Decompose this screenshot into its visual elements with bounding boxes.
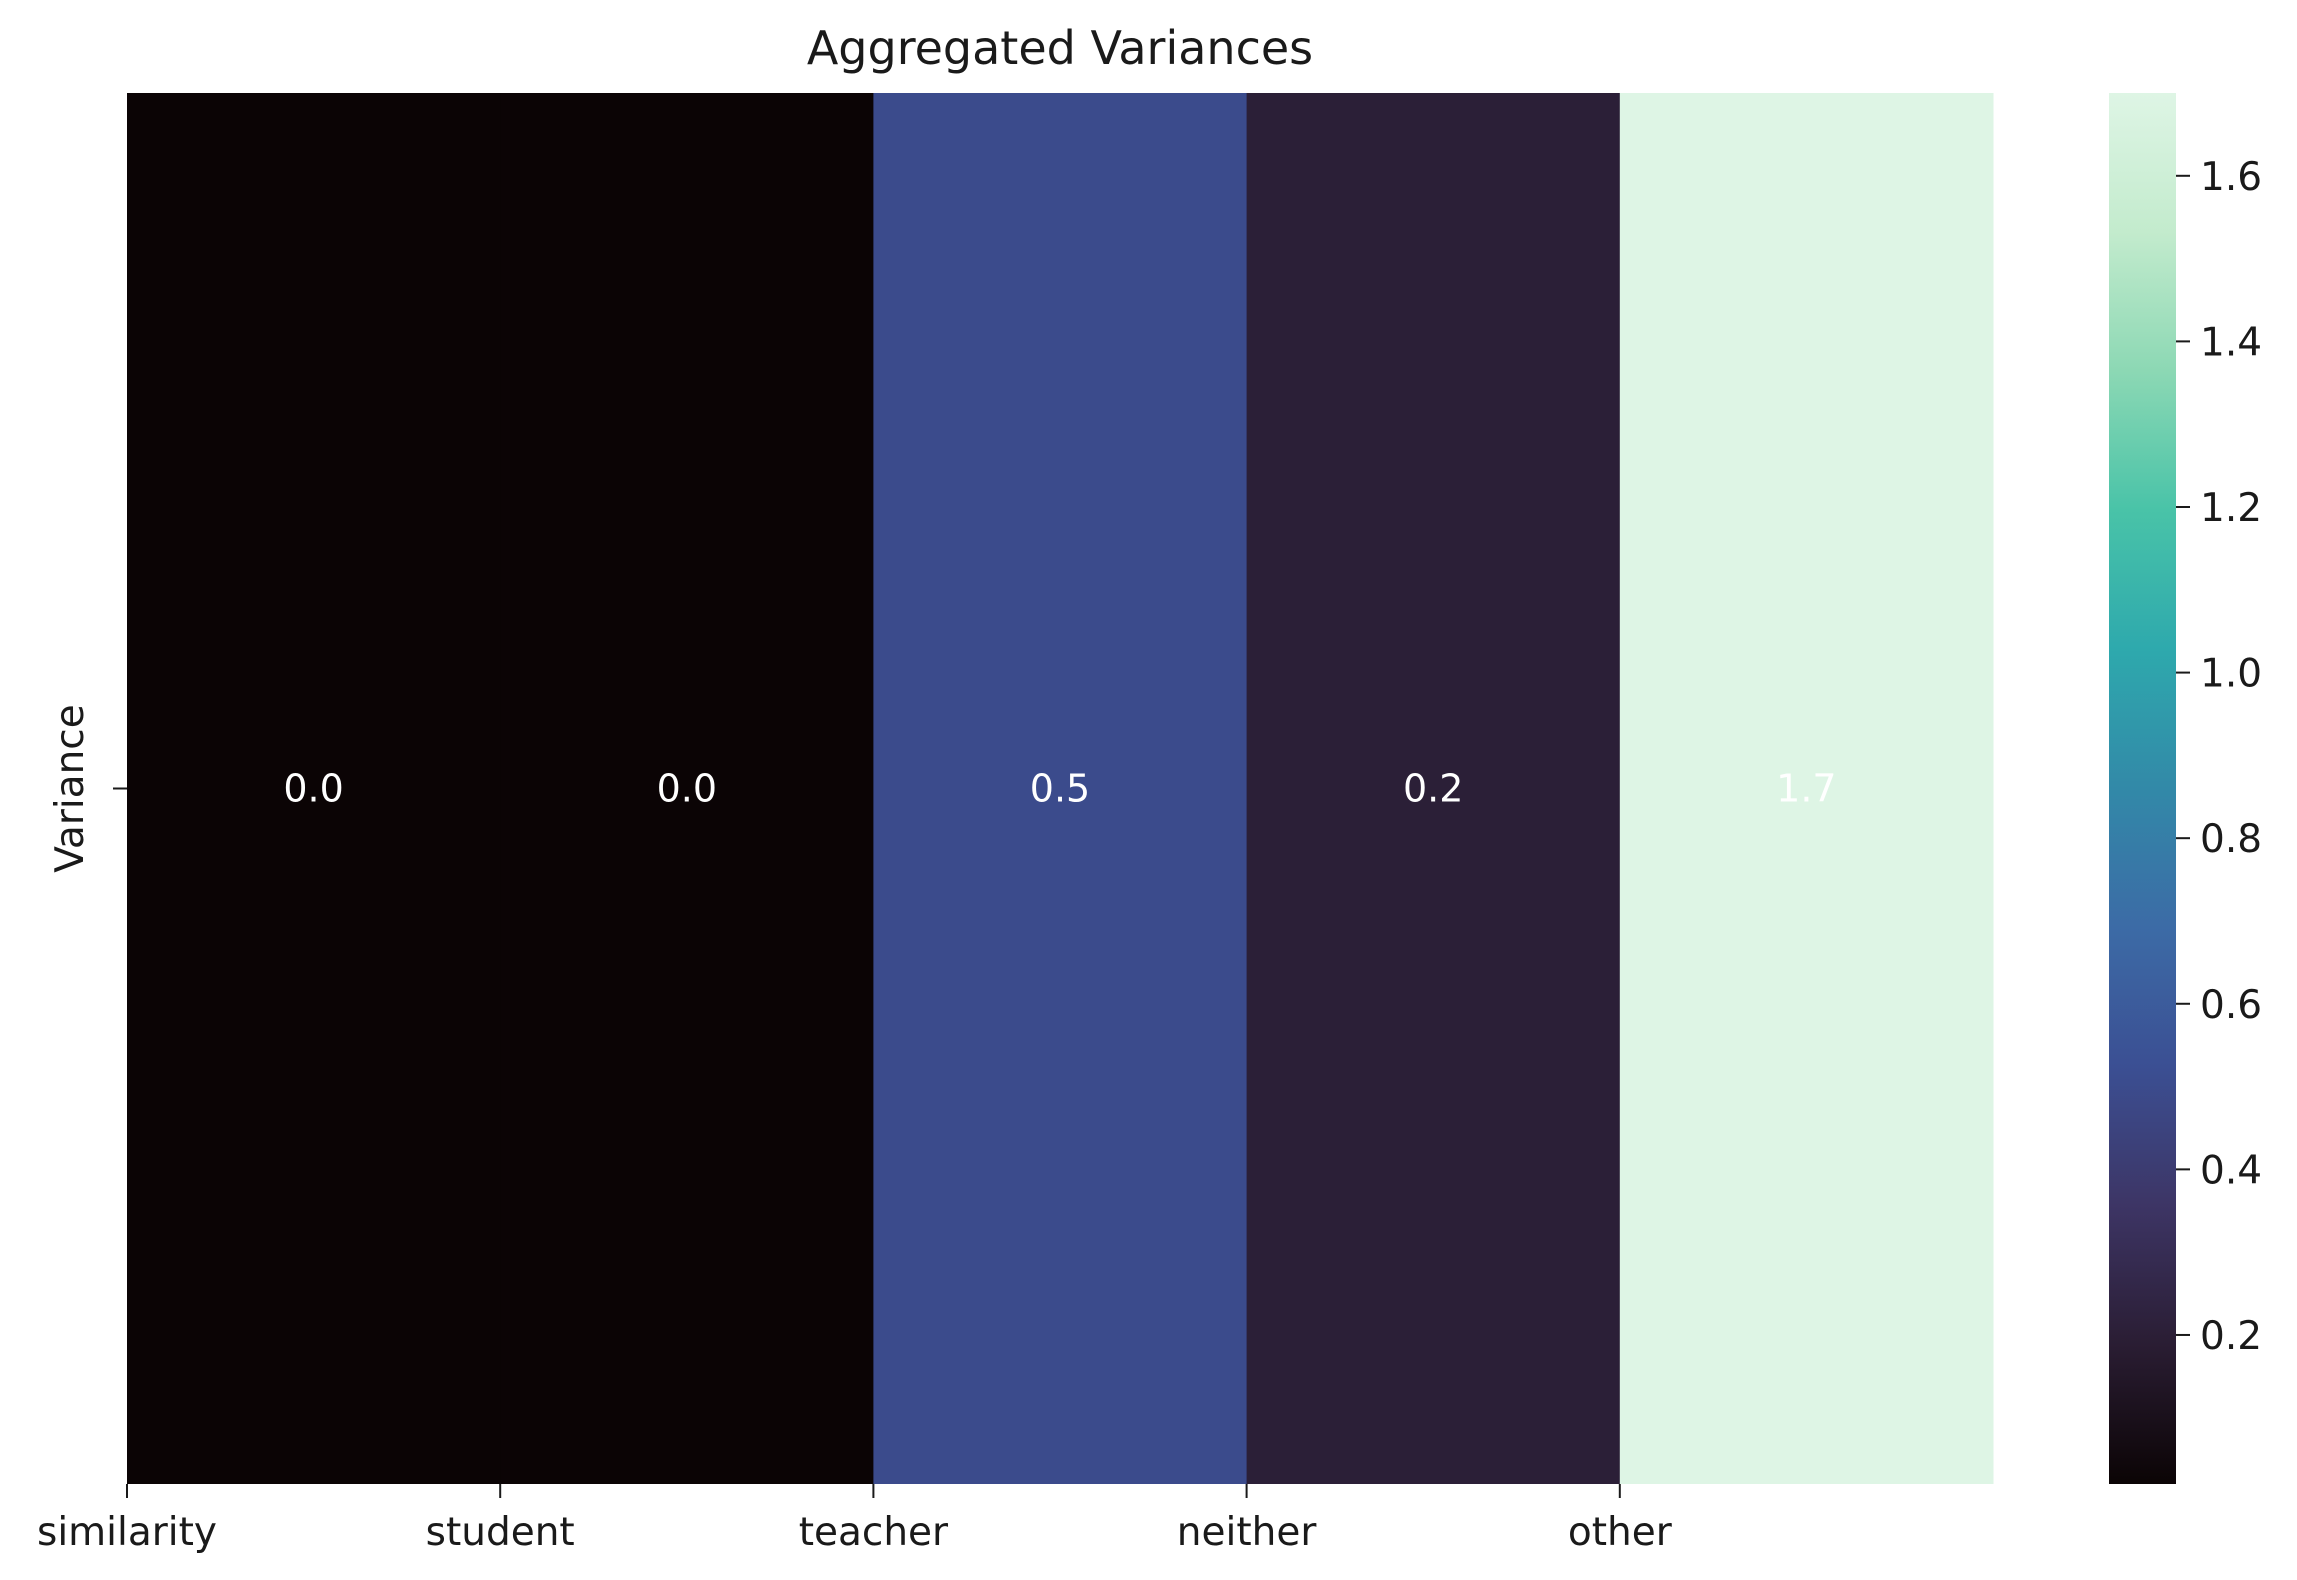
colorbar-tick-label: 0.6 [2200, 983, 2262, 1028]
x-tick-label: neither [1177, 1510, 1318, 1555]
colorbar-tick-label: 1.6 [2200, 155, 2262, 200]
heatmap-cell-other [1619, 93, 1994, 1484]
heatmap-cell-student [500, 93, 874, 1484]
x-tick-label: student [426, 1510, 575, 1555]
colorbar-tick-label: 1.0 [2200, 652, 2262, 697]
chart-title: Aggregated Variances [807, 21, 1313, 75]
cell-value-label: 0.5 [1030, 767, 1090, 811]
colorbar-tick-label: 0.8 [2200, 817, 2262, 862]
colorbar-tick-label: 0.4 [2200, 1148, 2262, 1193]
x-tick-label: similarity [37, 1510, 217, 1555]
colorbar-axis: 0.2 0.4 0.6 0.8 1.0 1.2 1.4 1.6 [2176, 155, 2262, 1359]
colorbar-tick-label: 1.2 [2200, 486, 2262, 531]
cell-value-label: 0.0 [657, 767, 717, 811]
cell-value-label: 0.2 [1403, 767, 1463, 811]
heatmap-cell-similarity [127, 93, 501, 1484]
x-axis: similarity student teacher neither other [37, 1484, 1673, 1555]
y-tick-label: Variance [48, 704, 93, 872]
y-axis: Variance [48, 704, 127, 873]
x-tick-label: other [1568, 1510, 1673, 1555]
cell-value-label: 0.0 [283, 767, 343, 811]
colorbar-tick-label: 0.2 [2200, 1314, 2262, 1359]
colorbar [2109, 93, 2176, 1484]
heatmap-cells: 0.0 0.0 0.5 0.2 1.7 [127, 93, 1994, 1484]
heatmap-cell-neither [1246, 93, 1621, 1484]
x-tick-label: teacher [799, 1510, 949, 1555]
colorbar-tick-label: 1.4 [2200, 320, 2262, 365]
cell-value-label: 1.7 [1776, 767, 1836, 811]
heatmap-cell-teacher [873, 93, 1248, 1484]
